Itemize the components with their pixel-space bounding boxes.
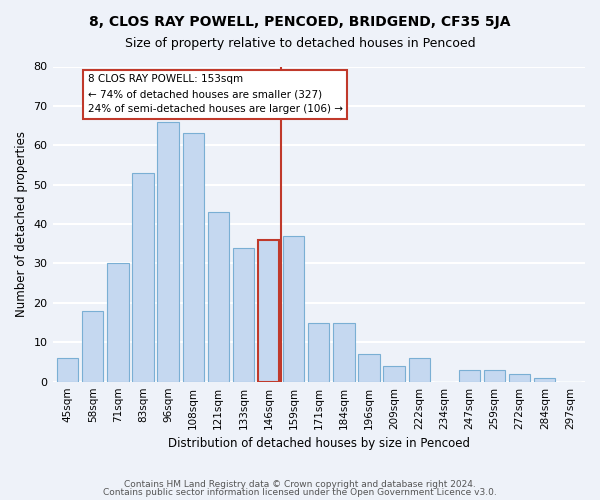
Bar	[283, 236, 304, 382]
Bar	[82, 311, 103, 382]
Bar	[107, 264, 128, 382]
Bar	[358, 354, 380, 382]
Bar	[57, 358, 78, 382]
Text: Contains public sector information licensed under the Open Government Licence v3: Contains public sector information licen…	[103, 488, 497, 497]
Bar	[157, 122, 179, 382]
X-axis label: Distribution of detached houses by size in Pencoed: Distribution of detached houses by size …	[168, 437, 470, 450]
Bar	[333, 322, 355, 382]
Bar	[132, 173, 154, 382]
Bar	[233, 248, 254, 382]
Bar	[383, 366, 405, 382]
Bar	[182, 134, 204, 382]
Bar	[409, 358, 430, 382]
Text: 8 CLOS RAY POWELL: 153sqm
← 74% of detached houses are smaller (327)
24% of semi: 8 CLOS RAY POWELL: 153sqm ← 74% of detac…	[88, 74, 343, 114]
Bar	[258, 240, 279, 382]
Y-axis label: Number of detached properties: Number of detached properties	[15, 131, 28, 317]
Bar	[459, 370, 480, 382]
Bar	[484, 370, 505, 382]
Bar	[208, 212, 229, 382]
Bar	[509, 374, 530, 382]
Text: Contains HM Land Registry data © Crown copyright and database right 2024.: Contains HM Land Registry data © Crown c…	[124, 480, 476, 489]
Text: 8, CLOS RAY POWELL, PENCOED, BRIDGEND, CF35 5JA: 8, CLOS RAY POWELL, PENCOED, BRIDGEND, C…	[89, 15, 511, 29]
Bar	[534, 378, 556, 382]
Text: Size of property relative to detached houses in Pencoed: Size of property relative to detached ho…	[125, 38, 475, 51]
Bar	[308, 322, 329, 382]
